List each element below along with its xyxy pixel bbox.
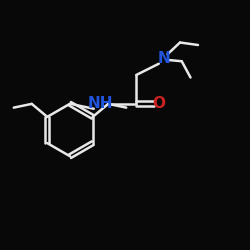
Text: O: O bbox=[152, 96, 165, 111]
Text: N: N bbox=[158, 51, 170, 66]
Text: NH: NH bbox=[87, 96, 113, 111]
